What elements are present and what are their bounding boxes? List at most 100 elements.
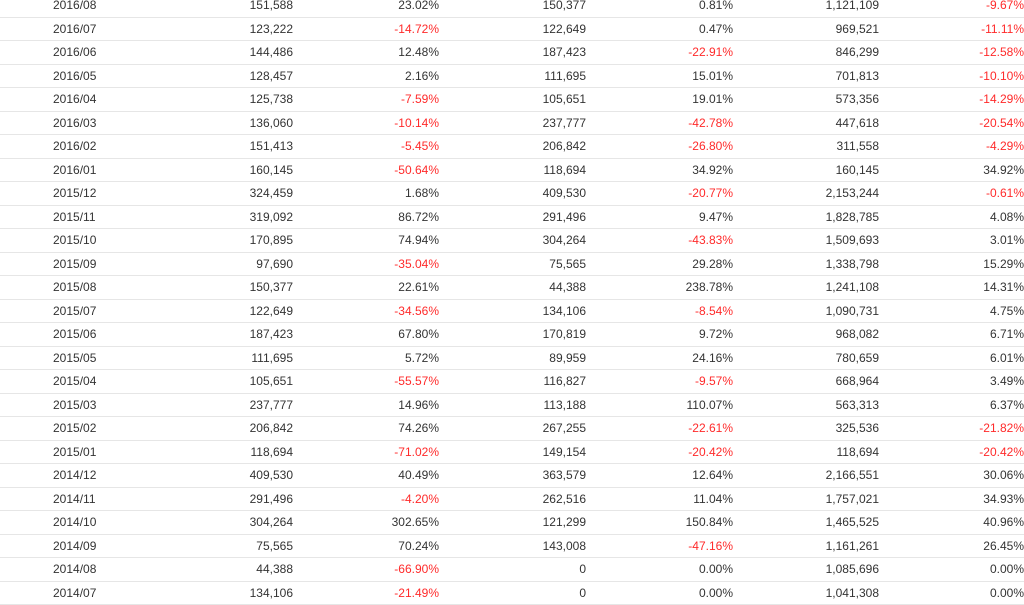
cumulative-value-cell: 1,121,109 — [733, 0, 879, 18]
month-cell: 2016/06 — [0, 40, 146, 65]
table-row: 2015/06 187,423 67.80% 170,819 9.72% 968,082 6… — [0, 322, 1024, 347]
cumulative-change-cell: 34.92% — [879, 158, 1024, 182]
cumulative-value-cell: 2,153,244 — [733, 181, 879, 206]
cumulative-change-cell: -21.82% — [879, 416, 1024, 441]
table-row: 2015/04 105,651 -55.57% 116,827 -9.57% 668,96… — [0, 369, 1024, 394]
compare-change-cell: -26.80% — [586, 134, 733, 159]
change-cell: 1.68% — [293, 181, 439, 206]
cumulative-change-cell: 4.08% — [879, 205, 1024, 229]
value-cell: 136,060 — [146, 111, 293, 135]
compare-change-cell: 110.07% — [586, 393, 733, 417]
cumulative-change-cell: 14.31% — [879, 275, 1024, 300]
change-cell: -7.59% — [293, 87, 439, 112]
month-cell: 2015/03 — [0, 393, 146, 417]
compare-change-cell: 9.47% — [586, 205, 733, 229]
month-cell: 2015/01 — [0, 440, 146, 464]
value-cell: 206,842 — [146, 416, 293, 441]
compare-change-cell: 238.78% — [586, 275, 733, 300]
compare-value-cell: 111,695 — [439, 64, 586, 88]
compare-value-cell: 170,819 — [439, 322, 586, 347]
value-cell: 111,695 — [146, 346, 293, 370]
table-row: 2015/02 206,842 74.26% 267,255 -22.61% 325,53… — [0, 416, 1024, 441]
compare-value-cell: 44,388 — [439, 275, 586, 300]
compare-change-cell: -42.78% — [586, 111, 733, 135]
change-cell: 86.72% — [293, 205, 439, 229]
compare-change-cell: 9.72% — [586, 322, 733, 347]
compare-change-cell: 0.00% — [586, 557, 733, 582]
month-cell: 2016/08 — [0, 0, 146, 18]
cumulative-value-cell: 447,618 — [733, 111, 879, 135]
cumulative-value-cell: 325,536 — [733, 416, 879, 441]
value-cell: 170,895 — [146, 228, 293, 253]
month-cell: 2016/01 — [0, 158, 146, 182]
cumulative-change-cell: 0.00% — [879, 557, 1024, 582]
compare-change-cell: 11.04% — [586, 487, 733, 511]
compare-value-cell: 134,106 — [439, 299, 586, 323]
month-cell: 2015/09 — [0, 252, 146, 276]
value-cell: 304,264 — [146, 510, 293, 535]
cumulative-change-cell: 3.49% — [879, 369, 1024, 394]
compare-change-cell: 150.84% — [586, 510, 733, 535]
cumulative-change-cell: -11.11% — [879, 17, 1024, 41]
cumulative-change-cell: -4.29% — [879, 134, 1024, 159]
cumulative-change-cell: 6.71% — [879, 322, 1024, 347]
cumulative-value-cell: 1,241,108 — [733, 275, 879, 300]
month-cell: 2015/04 — [0, 369, 146, 394]
table-row: 2014/10 304,264 302.65% 121,299 150.84% 1,465… — [0, 510, 1024, 535]
value-cell: 319,092 — [146, 205, 293, 229]
cumulative-value-cell: 780,659 — [733, 346, 879, 370]
month-cell: 2016/02 — [0, 134, 146, 159]
cumulative-value-cell: 968,082 — [733, 322, 879, 347]
compare-change-cell: -22.91% — [586, 40, 733, 65]
compare-change-cell: 34.92% — [586, 158, 733, 182]
month-cell: 2016/03 — [0, 111, 146, 135]
compare-change-cell: 0.47% — [586, 17, 733, 41]
table-row: 2016/01 160,145 -50.64% 118,694 34.92% 160,14… — [0, 158, 1024, 182]
compare-change-cell: 19.01% — [586, 87, 733, 112]
compare-value-cell: 118,694 — [439, 158, 586, 182]
table-row: 2015/11 319,092 86.72% 291,496 9.47% 1,828,78… — [0, 205, 1024, 229]
table-row: 2015/07 122,649 -34.56% 134,106 -8.54% 1,090,… — [0, 299, 1024, 323]
compare-value-cell: 187,423 — [439, 40, 586, 65]
cumulative-value-cell: 969,521 — [733, 17, 879, 41]
change-cell: -21.49% — [293, 581, 439, 605]
cumulative-change-cell: 6.01% — [879, 346, 1024, 370]
compare-value-cell: 150,377 — [439, 0, 586, 18]
month-cell: 2014/11 — [0, 487, 146, 511]
table-row: 2016/05 128,457 2.16% 111,695 15.01% 701,813-… — [0, 64, 1024, 88]
cumulative-change-cell: 3.01% — [879, 228, 1024, 253]
change-cell: 67.80% — [293, 322, 439, 347]
table-row: 2015/08 150,377 22.61% 44,388 238.78% 1,241,1… — [0, 275, 1024, 300]
cumulative-value-cell: 1,465,525 — [733, 510, 879, 535]
change-cell: -50.64% — [293, 158, 439, 182]
compare-change-cell: 24.16% — [586, 346, 733, 370]
compare-change-cell: -9.57% — [586, 369, 733, 394]
value-cell: 237,777 — [146, 393, 293, 417]
value-cell: 324,459 — [146, 181, 293, 206]
table-row: 2015/01 118,694 -71.02% 149,154 -20.42% 118,6… — [0, 440, 1024, 464]
compare-change-cell: -8.54% — [586, 299, 733, 323]
cumulative-value-cell: 668,964 — [733, 369, 879, 394]
compare-value-cell: 89,959 — [439, 346, 586, 370]
cumulative-change-cell: 30.06% — [879, 463, 1024, 488]
compare-value-cell: 116,827 — [439, 369, 586, 394]
value-cell: 151,588 — [146, 0, 293, 18]
compare-value-cell: 113,188 — [439, 393, 586, 417]
table-row: 2016/02 151,413 -5.45% 206,842 -26.80% 311,55… — [0, 134, 1024, 159]
cumulative-value-cell: 160,145 — [733, 158, 879, 182]
compare-change-cell: 29.28% — [586, 252, 733, 276]
compare-change-cell: -22.61% — [586, 416, 733, 441]
cumulative-value-cell: 311,558 — [733, 134, 879, 159]
cumulative-change-cell: -10.10% — [879, 64, 1024, 88]
cumulative-value-cell: 1,828,785 — [733, 205, 879, 229]
change-cell: 23.02% — [293, 0, 439, 18]
change-cell: -5.45% — [293, 134, 439, 159]
change-cell: 2.16% — [293, 64, 439, 88]
change-cell: -35.04% — [293, 252, 439, 276]
cumulative-value-cell: 2,166,551 — [733, 463, 879, 488]
change-cell: 14.96% — [293, 393, 439, 417]
cumulative-change-cell: -12.58% — [879, 40, 1024, 65]
compare-value-cell: 149,154 — [439, 440, 586, 464]
compare-value-cell: 363,579 — [439, 463, 586, 488]
